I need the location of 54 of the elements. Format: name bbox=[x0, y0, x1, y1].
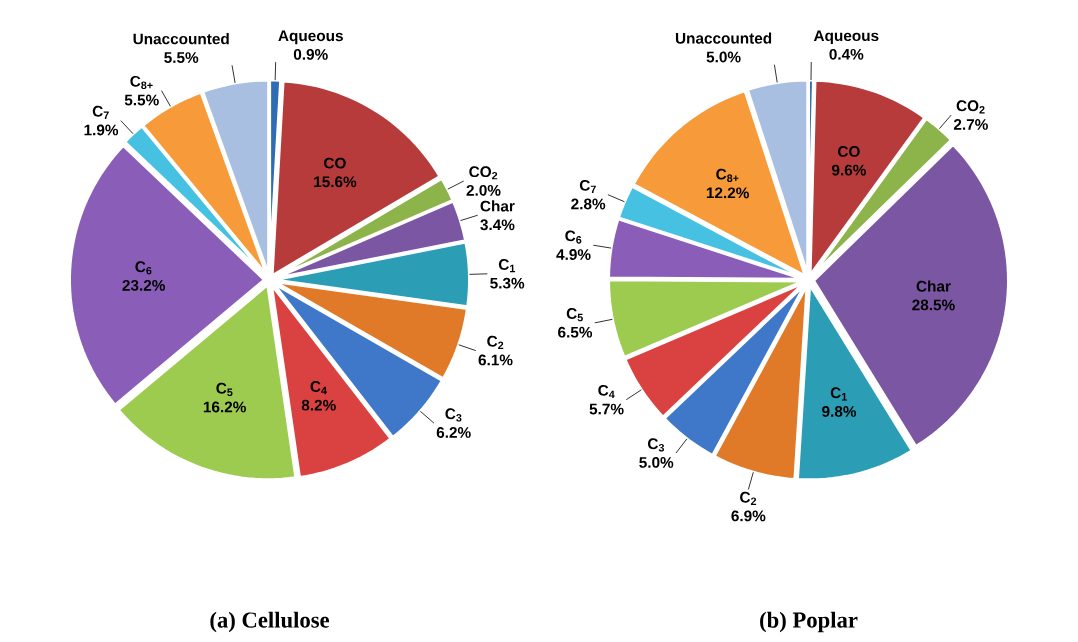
data-label: 2.7% bbox=[953, 119, 988, 130]
slice-label: Unaccounted bbox=[675, 32, 772, 44]
data-label: 15.6% bbox=[314, 176, 357, 188]
slice-label: C$_{7}$ bbox=[92, 105, 109, 119]
slice-label: C$_{2}$ bbox=[740, 491, 757, 505]
slice-label: Char bbox=[916, 280, 951, 292]
data-label: 4.9% bbox=[556, 249, 591, 260]
slice-label: C$_{3}$ bbox=[445, 408, 462, 422]
slice-label: C$_{2}$ bbox=[487, 335, 504, 349]
data-label: 6.2% bbox=[436, 427, 471, 438]
data-label: 28.5% bbox=[912, 299, 955, 311]
data-label: 1.9% bbox=[84, 124, 119, 136]
slice-label: C$_{1}$ bbox=[830, 387, 847, 401]
data-label: 6.1% bbox=[478, 354, 513, 366]
slice-label: Char bbox=[480, 200, 515, 212]
data-label: 9.6% bbox=[831, 164, 866, 176]
data-label: 5.3% bbox=[490, 277, 525, 289]
slice-label: C$_{6}$ bbox=[565, 230, 582, 244]
data-label: 2.0% bbox=[466, 184, 501, 196]
slice-label: C$_{4}$ bbox=[310, 381, 327, 395]
text: (b) Poplar bbox=[760, 611, 858, 633]
data-label: 3.4% bbox=[480, 219, 515, 231]
data-label: 2.8% bbox=[571, 198, 606, 210]
slice-label: C$_{1}$ bbox=[498, 259, 516, 273]
data-label: 5.0% bbox=[639, 456, 674, 468]
slice-label: CO bbox=[838, 146, 860, 157]
data-label: 5.5% bbox=[124, 94, 159, 106]
slice-label: CO bbox=[324, 157, 346, 169]
slice-label: C$_{7}$ bbox=[579, 179, 596, 194]
data-label: 12.2% bbox=[706, 187, 749, 199]
slice-label: C$_{5}$ bbox=[566, 308, 583, 322]
slice-label: C$_{8+}$ bbox=[130, 75, 153, 90]
data-label: 5.5% bbox=[164, 52, 199, 63]
slice-label: C$_{5}$ bbox=[216, 382, 233, 397]
slice-label: CO$_{2}$ bbox=[469, 166, 498, 180]
data-label: 5.0% bbox=[706, 51, 741, 63]
slice-label: C$_{6}$ bbox=[135, 261, 152, 275]
data-label: 8.2% bbox=[301, 399, 336, 411]
slice-label: C$_{3}$ bbox=[648, 438, 665, 452]
slice-label: CO$_{2}$ bbox=[956, 100, 985, 114]
slice-label: Aqueous bbox=[278, 30, 343, 45]
slice-label: Unaccounted bbox=[133, 33, 229, 45]
slice-label: C$_{4}$ bbox=[598, 384, 615, 399]
slice-label: Aqueous bbox=[813, 30, 879, 45]
data-label: 16.2% bbox=[203, 401, 246, 413]
data-label: 6.5% bbox=[558, 326, 593, 338]
data-label: 9.8% bbox=[822, 406, 857, 417]
data-label: 5.7% bbox=[589, 403, 624, 415]
data-label: 23.2% bbox=[122, 279, 165, 291]
data-label: 0.9% bbox=[293, 48, 328, 60]
text: (a) Cellulose bbox=[210, 611, 330, 633]
slice-label: C$_{8+}$ bbox=[716, 168, 739, 182]
data-label: 6.9% bbox=[731, 510, 766, 522]
data-label: 0.4% bbox=[829, 48, 864, 60]
